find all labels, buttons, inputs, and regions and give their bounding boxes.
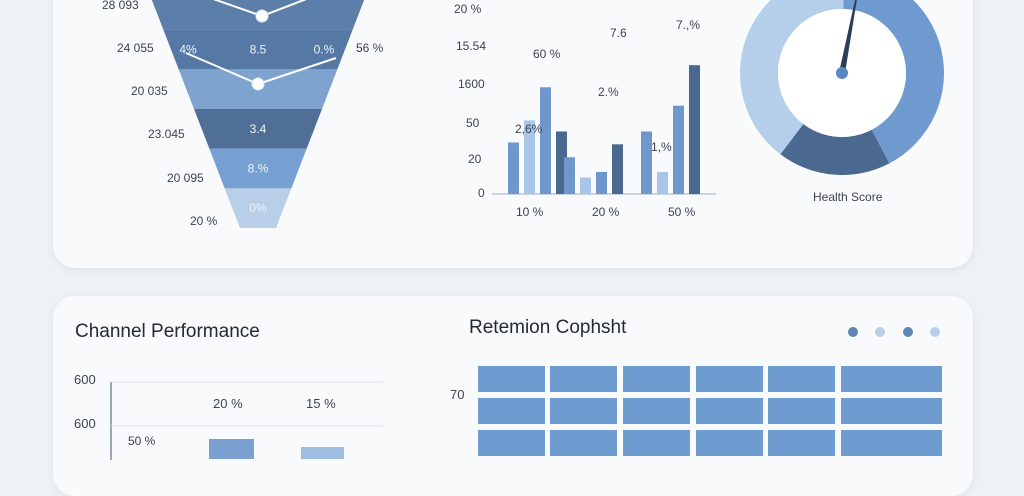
y-tick-label: 1600 — [458, 77, 485, 91]
y-tick-label: 600 — [74, 416, 96, 431]
bar — [540, 87, 551, 194]
funnel-band-right-value: 0.% — [314, 43, 335, 57]
bar — [612, 144, 623, 194]
bar-annotation: 7.,% — [676, 18, 701, 32]
bar — [508, 142, 519, 194]
y-tick-label: 20 % — [454, 2, 482, 16]
bar-annotation: 7.6 — [610, 26, 627, 40]
retention-title: Retemion Cophsht — [469, 317, 627, 338]
x-tick-label: 10 % — [516, 205, 544, 219]
pagination-dots — [848, 327, 940, 337]
bar-annotation: 1,% — [651, 140, 672, 154]
funnel-svg: 8.5 4% 0.% 3.4 8.% 0% — [151, 0, 365, 228]
funnel-left-label: 28 093 — [102, 0, 139, 12]
funnel-band-value: 8.% — [248, 162, 269, 176]
donut-slice — [780, 124, 890, 175]
funnel-marker — [251, 77, 265, 91]
bar — [641, 131, 652, 194]
bar — [524, 120, 535, 194]
funnel-band-value: 3.4 — [250, 122, 267, 136]
cohort-cell — [623, 366, 690, 392]
bar — [673, 105, 684, 194]
cohort-cell — [696, 398, 763, 424]
cohort-cell — [696, 366, 763, 392]
pagination-dot — [875, 327, 885, 337]
bar-annotation: 60 % — [533, 47, 561, 61]
pagination-dot — [903, 327, 913, 337]
pagination-dot — [930, 327, 940, 337]
y-tick-label: 50 — [466, 116, 480, 130]
bar — [657, 171, 668, 194]
funnel-band — [209, 148, 307, 189]
cohort-row-label: 70 — [450, 387, 465, 402]
channel-performance-title: Channel Performance — [75, 321, 260, 342]
x-tick-label: 50 % — [668, 205, 696, 219]
gauge-needle-hub — [836, 67, 848, 79]
cohort-cell — [550, 430, 617, 456]
funnel-marker — [255, 9, 269, 23]
funnel-band-value: 0% — [249, 201, 267, 215]
cohort-cell — [841, 366, 942, 392]
cohort-cell — [478, 398, 545, 424]
x-tick-label: 20 % — [592, 205, 620, 219]
gauge-needle — [839, 0, 857, 74]
cohort-cell — [768, 398, 835, 424]
bar — [556, 131, 567, 194]
donut-slice — [740, 0, 844, 155]
cohort-cell — [550, 398, 617, 424]
funnel-left-label: 20 095 — [167, 171, 204, 185]
donut-slice — [843, 0, 944, 164]
funnel-band — [224, 188, 292, 228]
bar-chart-svg — [492, 65, 716, 195]
cohort-cell — [696, 430, 763, 456]
cohort-cell — [768, 430, 835, 456]
funnel-band — [194, 109, 322, 149]
cohort-cell — [478, 366, 545, 392]
y-tick-label: 20 — [468, 152, 482, 166]
funnel-left-label: 20 035 — [131, 84, 168, 98]
channel-annotation: 50 % — [128, 434, 156, 448]
channel-annotation: 20 % — [213, 396, 243, 411]
pagination-dot — [848, 327, 858, 337]
cohort-cell — [623, 430, 690, 456]
funnel-left-label: 24 055 — [117, 41, 154, 55]
cohort-cell — [768, 366, 835, 392]
y-tick-label: 15.54 — [456, 39, 487, 53]
bar-annotation: 2,6% — [515, 122, 543, 136]
bar — [689, 65, 700, 194]
funnel-band-value: 8.5 — [250, 43, 267, 57]
funnel-left-label: 20 % — [190, 214, 218, 228]
donut-svg — [740, 0, 944, 175]
bar-annotation: 2.% — [598, 85, 619, 99]
funnel-band-left-value: 4% — [179, 43, 197, 57]
cohort-cell — [841, 398, 942, 424]
y-tick-label: 600 — [74, 372, 96, 387]
cohort-cell — [623, 398, 690, 424]
funnel-right-label: 56 % — [356, 41, 384, 55]
cohort-cell — [550, 366, 617, 392]
bar — [596, 171, 607, 194]
funnel-band — [163, 29, 353, 70]
funnel-left-label: 23.045 — [148, 127, 185, 141]
cohort-cell — [478, 430, 545, 456]
cohort-cell — [841, 430, 942, 456]
y-tick-label: 0 — [478, 186, 485, 200]
bar — [564, 157, 575, 194]
health-score-label: Health Score — [813, 190, 883, 204]
retention-grid — [478, 366, 942, 456]
bar — [580, 177, 591, 194]
channel-annotation: 15 % — [306, 396, 336, 411]
